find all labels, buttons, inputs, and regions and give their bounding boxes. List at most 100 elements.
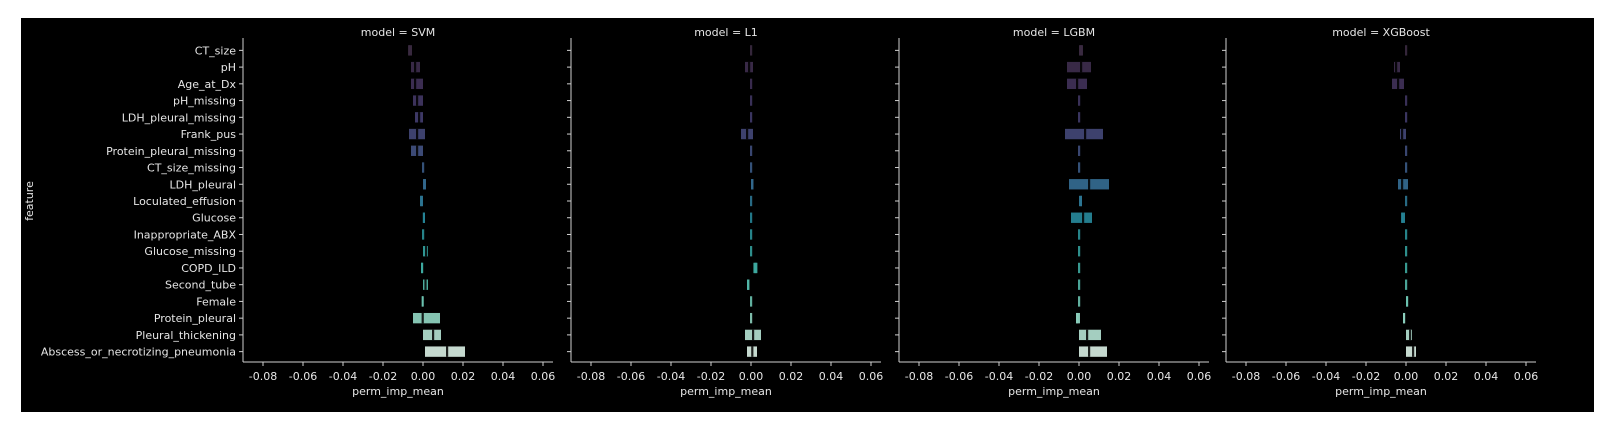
bar-mean xyxy=(1079,195,1082,207)
bar-mean xyxy=(1080,61,1083,73)
bar-mean xyxy=(750,162,753,173)
x-tick-label: 0.00 xyxy=(739,370,764,383)
bar-mean xyxy=(750,246,753,257)
bar-mean xyxy=(1088,346,1091,357)
bar-mean xyxy=(1405,246,1408,257)
bar-mean xyxy=(421,296,424,307)
x-tick-label: 0.04 xyxy=(1147,370,1172,383)
facet-title: model = SVM xyxy=(361,26,435,39)
x-tick-label: -0.02 xyxy=(697,370,725,383)
feature-label: LDH_pleural_missing xyxy=(122,111,236,124)
bar-mean xyxy=(1395,61,1398,73)
x-tick-label: -0.04 xyxy=(985,370,1013,383)
feature-label: pH xyxy=(221,61,236,74)
bar-mean xyxy=(432,329,435,341)
x-tick-label: -0.02 xyxy=(1025,370,1053,383)
x-axis-title: perm_imp_mean xyxy=(352,385,444,398)
bar-mean xyxy=(750,45,753,56)
bar-ci xyxy=(1402,212,1405,223)
bar-mean xyxy=(420,195,423,207)
x-tick-label: 0.06 xyxy=(859,370,884,383)
bar-mean xyxy=(414,78,417,90)
x-tick-label: 0.06 xyxy=(531,370,556,383)
bar-mean xyxy=(1086,329,1089,341)
bar-mean xyxy=(752,329,755,341)
feature-label: Age_at_Dx xyxy=(178,78,237,91)
bar-mean xyxy=(1078,246,1081,257)
bar-mean xyxy=(748,61,751,73)
bar-mean xyxy=(1084,128,1087,140)
bar-mean xyxy=(416,128,419,140)
bar-mean xyxy=(1403,312,1406,324)
bar-mean xyxy=(416,95,419,106)
bar-mean xyxy=(750,195,753,207)
bar-mean xyxy=(446,346,449,357)
bar-mean xyxy=(1076,312,1079,324)
bar-mean xyxy=(750,95,753,106)
bar-mean xyxy=(1082,212,1085,223)
feature-label: Inappropriate_ABX xyxy=(134,228,237,241)
bar-mean xyxy=(416,145,419,156)
feature-label: pH_missing xyxy=(173,95,236,108)
bar-mean xyxy=(422,162,425,173)
x-tick-label: 0.02 xyxy=(779,370,804,383)
bar-mean xyxy=(1088,179,1091,190)
x-tick-label: 0.06 xyxy=(1514,370,1539,383)
bar-ci xyxy=(1067,61,1091,73)
bar-mean xyxy=(751,346,754,357)
bar-mean xyxy=(750,145,753,156)
bar-mean xyxy=(408,45,411,56)
bar-mean xyxy=(1401,128,1404,140)
x-tick-label: -0.04 xyxy=(657,370,685,383)
bar-mean xyxy=(1405,262,1408,274)
bar-ci xyxy=(425,346,465,357)
feature-label: Frank_pus xyxy=(181,128,237,141)
bar-mean xyxy=(1080,45,1083,56)
bar-mean xyxy=(421,262,424,274)
feature-label: COPD_ILD xyxy=(181,262,236,275)
bar-mean xyxy=(750,229,753,240)
facet-title: model = XGBoost xyxy=(1332,26,1430,39)
bar-mean xyxy=(1078,145,1081,156)
bar-mean xyxy=(1076,78,1079,90)
bar-mean xyxy=(1406,296,1409,307)
bar-mean xyxy=(1078,262,1081,274)
bar-mean xyxy=(1078,229,1081,240)
feature-label: CT_size xyxy=(195,44,236,57)
x-tick-label: 0.04 xyxy=(1474,370,1499,383)
feature-label: Pleural_thickening xyxy=(136,329,236,342)
bar-mean xyxy=(422,229,425,240)
feature-label: Abscess_or_necrotizing_pneumonia xyxy=(41,346,236,359)
bar-mean xyxy=(425,246,428,257)
x-axis-title: perm_imp_mean xyxy=(1335,385,1427,398)
feature-label: Glucose_missing xyxy=(144,245,236,258)
x-axis-title: perm_imp_mean xyxy=(1008,385,1100,398)
bar-mean xyxy=(754,262,757,274)
x-tick-label: 0.06 xyxy=(1187,370,1212,383)
x-tick-label: 0.02 xyxy=(1107,370,1132,383)
bar-mean xyxy=(1405,229,1408,240)
faceted-bar-chart: model = SVM CT_size pH Age_at_Dx pH_missing L… xyxy=(23,26,1539,398)
x-tick-label: 0.00 xyxy=(1394,370,1419,383)
bar-mean xyxy=(1409,329,1412,341)
x-tick-label: 0.04 xyxy=(491,370,516,383)
x-tick-label: -0.04 xyxy=(1312,370,1340,383)
facet-title: model = L1 xyxy=(694,26,758,39)
bar-mean xyxy=(1405,145,1408,156)
bar-mean xyxy=(1078,279,1081,290)
bar-mean xyxy=(750,78,753,90)
bar-mean xyxy=(1078,95,1081,106)
facet-title: model = LGBM xyxy=(1013,26,1095,39)
bar-mean xyxy=(1078,112,1081,123)
x-tick-label: -0.06 xyxy=(289,370,317,383)
x-tick-label: 0.00 xyxy=(1067,370,1092,383)
bar-mean xyxy=(1397,78,1400,90)
bar-mean xyxy=(1405,162,1408,173)
bar-mean xyxy=(423,179,426,190)
feature-label: LDH_pleural xyxy=(170,178,236,191)
bar-mean xyxy=(747,279,750,290)
bar-mean xyxy=(421,312,424,324)
bar-mean xyxy=(1401,179,1404,190)
bar-ci xyxy=(411,78,423,90)
bar-mean xyxy=(1405,112,1408,123)
